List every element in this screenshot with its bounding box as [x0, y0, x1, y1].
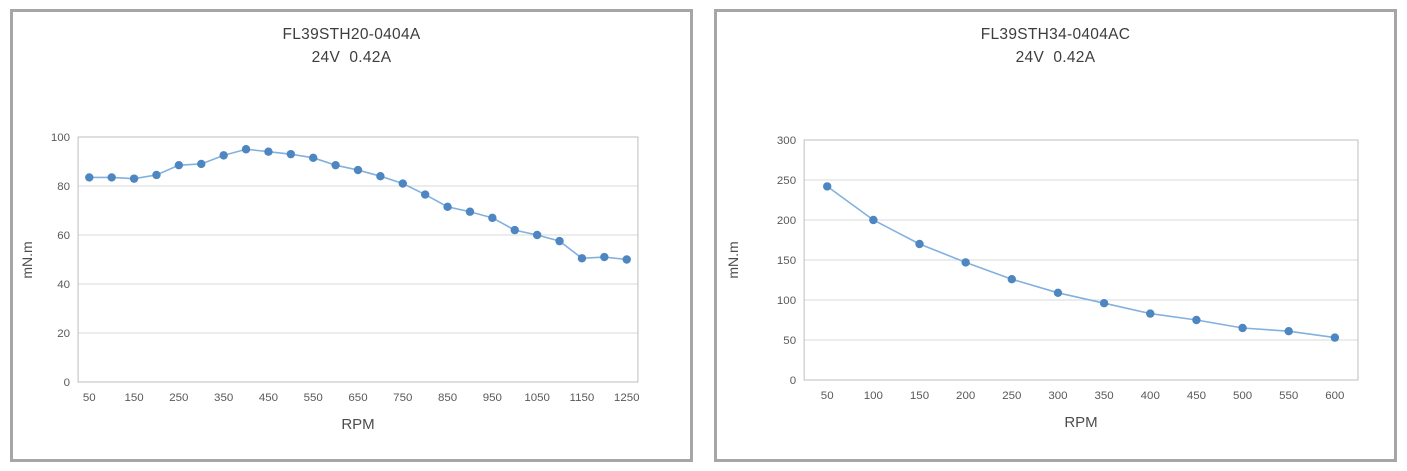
x-tick-label: 350 [1095, 390, 1114, 402]
data-point-marker [309, 153, 318, 163]
y-tick-label: 0 [790, 375, 796, 387]
data-point-marker [488, 213, 497, 223]
y-tick-label: 50 [783, 335, 796, 347]
torque-curve-chart: 0 50 100 150 200 250 300 50 100 150 200 250 300 350 40… [777, 135, 1359, 402]
chart-panel-fl39sth20: FL39STH20-0404A 24V 0.42A 0 20 40 60 80 100 50… [10, 9, 693, 462]
data-point-marker [1284, 327, 1293, 336]
data-point-marker [264, 147, 273, 156]
data-point-marker [107, 173, 116, 182]
data-point-marker [1238, 323, 1247, 333]
x-tick-label: 1250 [614, 392, 640, 404]
x-tick-label: 550 [1279, 390, 1298, 402]
y-tick-label: 300 [777, 135, 796, 147]
x-tick-label: 50 [821, 390, 834, 402]
chart-panel-fl39sth34: FL39STH34-0404AC 24V 0.42A 0 50 100 150 200 2… [714, 9, 1397, 462]
data-point-marker [532, 230, 542, 240]
x-tick-label: 600 [1325, 390, 1344, 402]
x-tick-label: 1050 [524, 392, 550, 404]
data-point-marker [286, 149, 296, 159]
data-point-marker [152, 170, 161, 180]
data-point-marker [376, 172, 385, 181]
data-point-marker [331, 160, 340, 170]
y-tick-label: 0 [64, 377, 70, 389]
data-point-marker [353, 165, 363, 175]
x-tick-label: 50 [83, 392, 96, 404]
x-tick-label: 150 [910, 390, 929, 402]
data-point-marker [174, 160, 184, 170]
data-point-marker [219, 151, 228, 160]
data-point-marker [1192, 315, 1201, 325]
y-tick-label: 80 [57, 181, 70, 193]
x-tick-label: 500 [1233, 390, 1252, 402]
y-tick-label: 40 [57, 279, 70, 291]
chart-title-model: FL39STH20-0404A [282, 26, 421, 43]
x-tick-label: 650 [348, 392, 367, 404]
torque-curve-chart: 0 20 40 60 80 100 50 150 250 350 450 550 650 750 850 95… [51, 132, 640, 404]
data-point-marker [85, 173, 94, 182]
data-point-marker [869, 215, 878, 225]
data-point-marker [822, 182, 832, 191]
x-tick-label: 250 [169, 392, 188, 404]
data-point-marker [510, 225, 519, 235]
data-point-marker [465, 207, 475, 216]
chart-title-rating: 24V 0.42A [1015, 49, 1096, 66]
x-tick-label: 350 [214, 392, 233, 404]
data-point-marker [1053, 288, 1063, 297]
y-tick-label: 200 [777, 215, 796, 227]
x-tick-label: 300 [1048, 390, 1067, 402]
x-tick-label: 1150 [570, 392, 595, 404]
data-point-marker [1099, 299, 1109, 308]
data-point-marker [443, 202, 452, 212]
x-tick-label: 550 [304, 392, 323, 404]
y-tick-label: 150 [777, 255, 796, 267]
x-tick-label: 450 [1187, 390, 1206, 402]
y-axis-title: mN.m [725, 241, 741, 279]
data-point-marker [1146, 309, 1155, 318]
x-tick-label: 150 [124, 392, 143, 404]
x-tick-label: 850 [438, 392, 457, 404]
chart-title-model: FL39STH34-0404AC [980, 26, 1131, 43]
y-axis-title: mN.m [19, 241, 35, 279]
y-tick-label: 60 [57, 230, 70, 242]
y-tick-label: 100 [51, 132, 70, 144]
x-tick-label: 750 [393, 392, 412, 404]
data-point-marker [622, 255, 631, 264]
x-axis-title: RPM [1064, 414, 1098, 431]
data-point-marker [915, 239, 924, 249]
series-line [89, 148, 627, 261]
x-tick-label: 250 [1002, 390, 1021, 402]
data-point-marker [1330, 333, 1340, 342]
y-tick-label: 20 [57, 328, 70, 340]
x-tick-label: 950 [483, 392, 502, 404]
data-point-marker [1007, 275, 1017, 284]
data-point-marker [398, 179, 408, 188]
chart-title: FL39STH20-0404A 24V 0.42A [13, 23, 690, 69]
x-tick-label: 450 [259, 392, 278, 404]
data-point-marker [577, 254, 587, 263]
data-point-marker [197, 159, 206, 169]
y-tick-label: 100 [777, 295, 796, 307]
data-point-marker [555, 236, 564, 246]
x-axis-title: RPM [341, 416, 375, 433]
data-point-marker [420, 190, 430, 199]
chart-title: FL39STH34-0404AC 24V 0.42A [717, 23, 1394, 69]
chart-title-rating: 24V 0.42A [311, 49, 392, 66]
data-point-marker [961, 258, 970, 267]
data-point-marker [600, 252, 609, 262]
x-tick-label: 400 [1141, 390, 1160, 402]
data-point-marker [129, 174, 139, 183]
series-line [826, 185, 1335, 339]
x-tick-label: 200 [956, 390, 975, 402]
y-tick-label: 250 [777, 175, 796, 187]
data-point-marker [241, 145, 251, 154]
x-tick-label: 100 [864, 390, 883, 402]
